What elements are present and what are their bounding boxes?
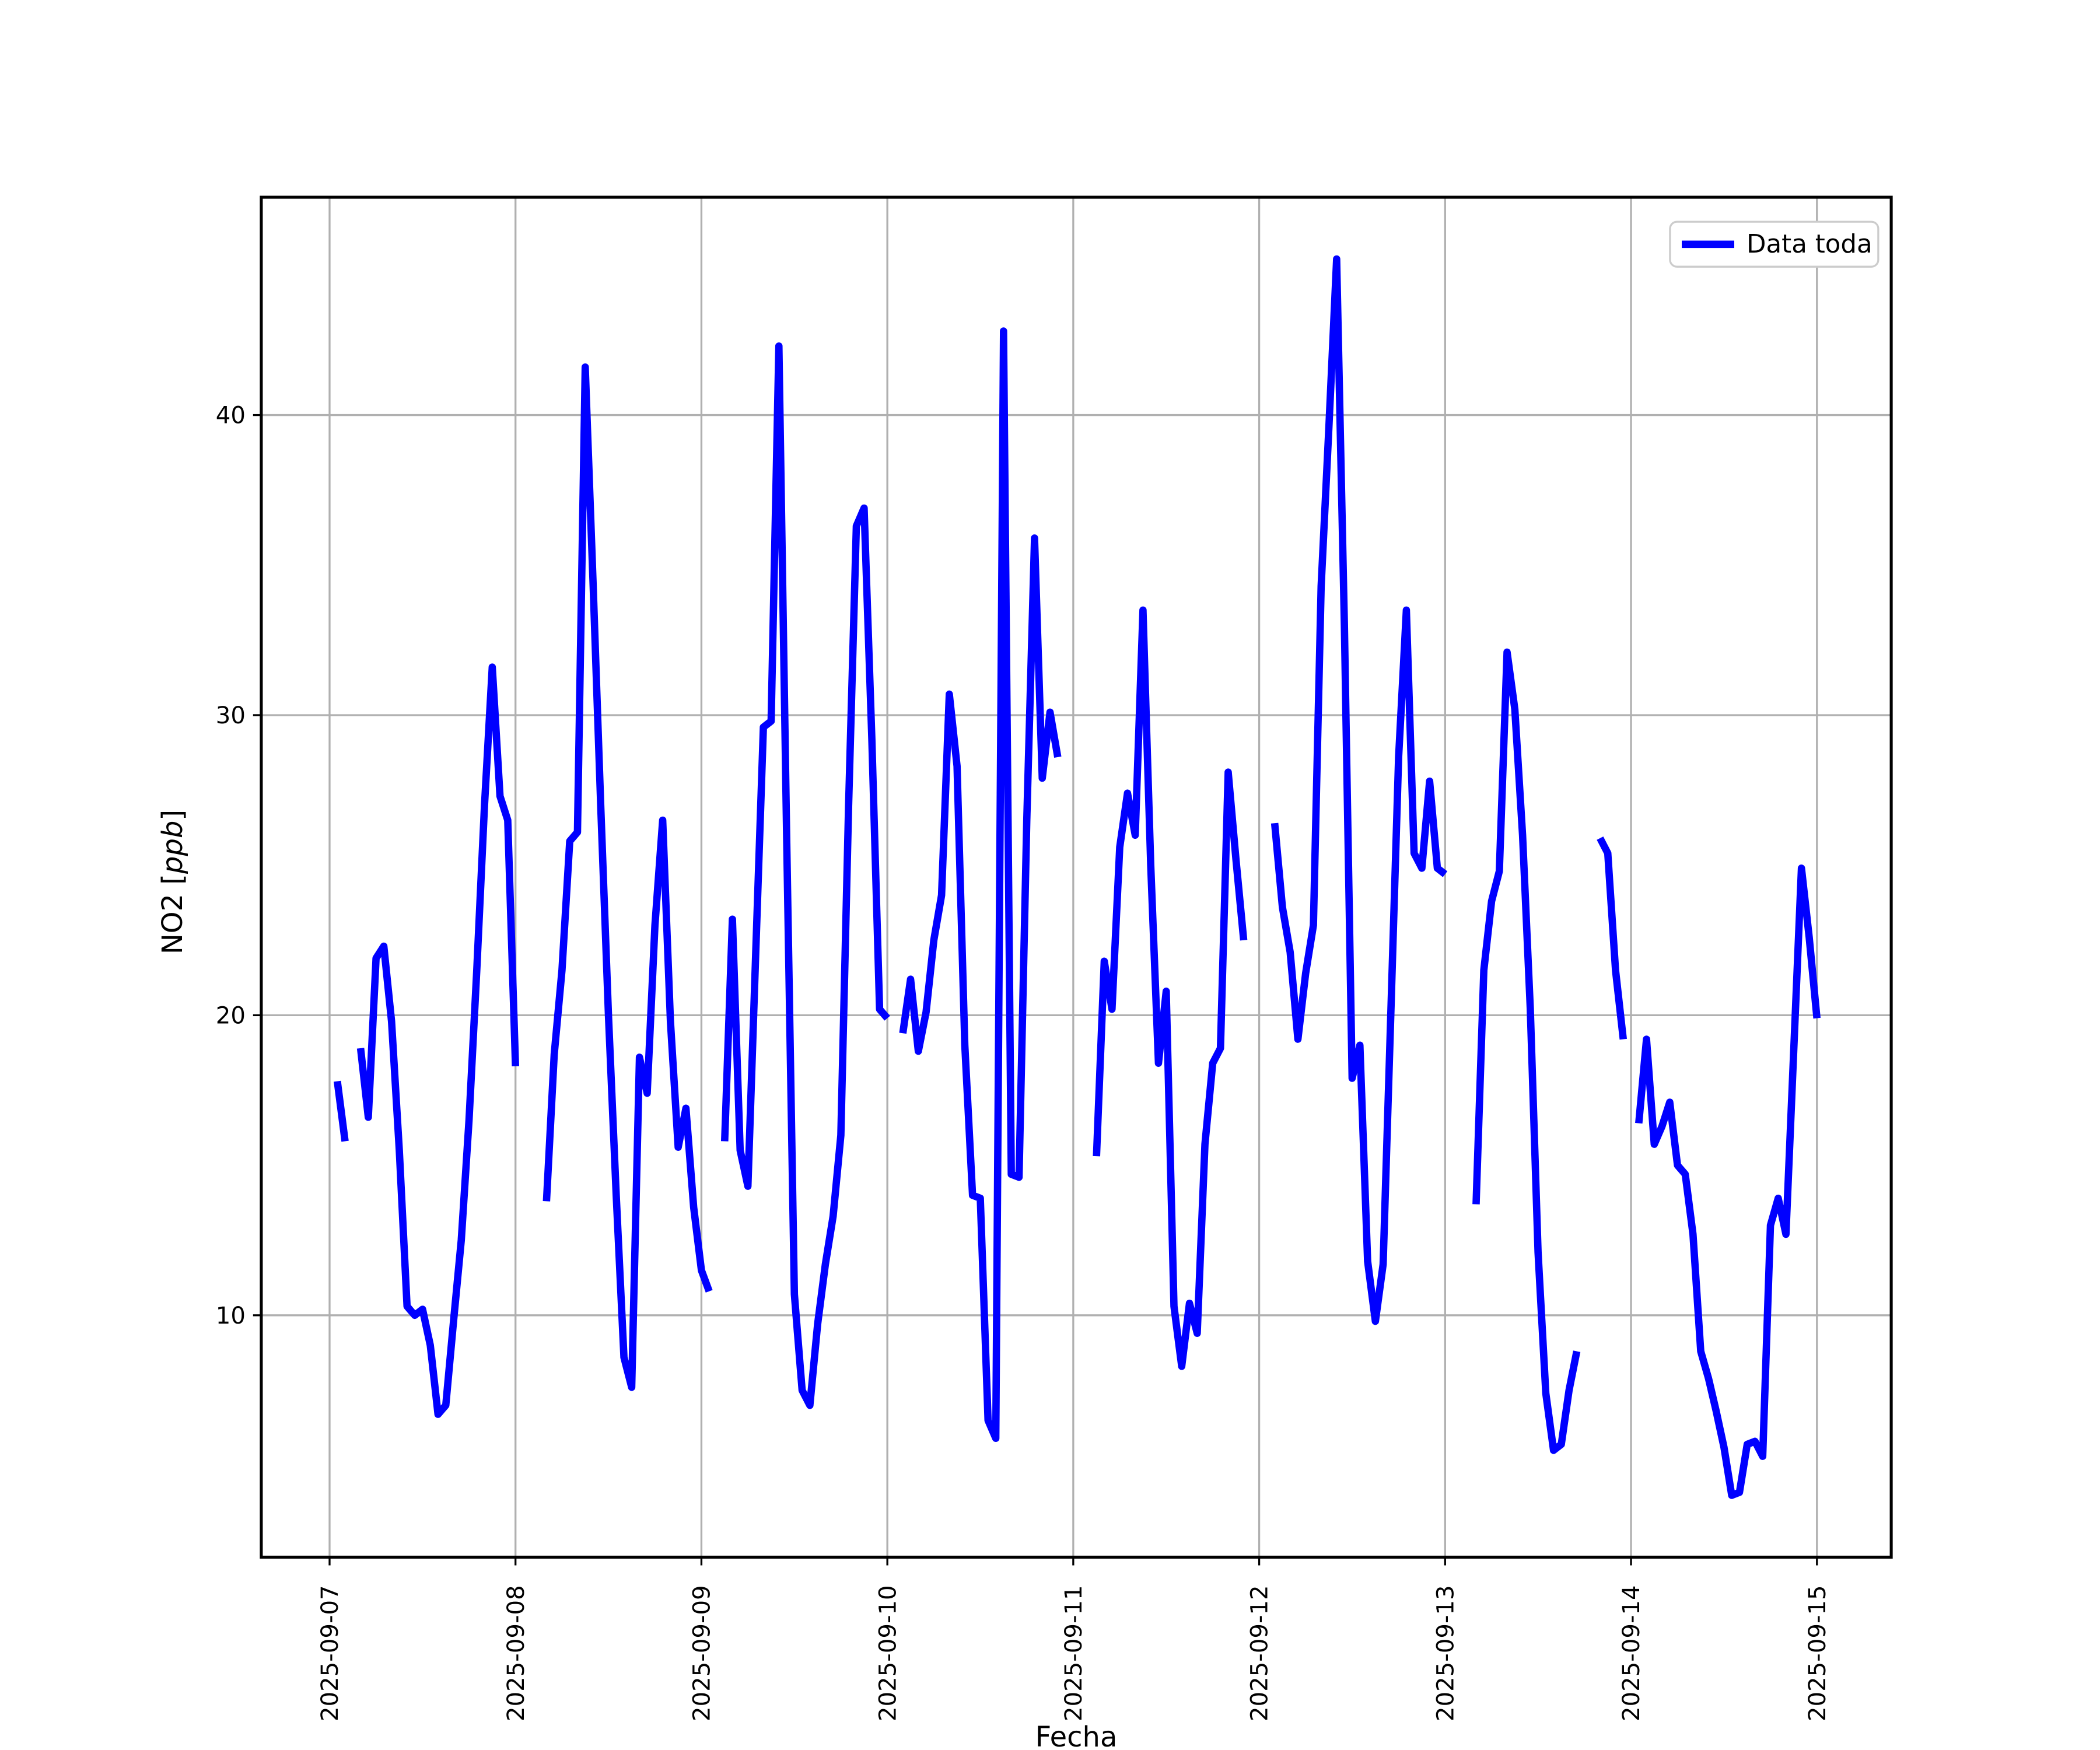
axis-labels: Fecha NO2 [ppb] bbox=[156, 810, 1117, 1750]
no2-data-path bbox=[334, 255, 1821, 1499]
legend-box bbox=[1669, 220, 1880, 268]
y-axis-label: NO2 [ppb] bbox=[156, 810, 189, 954]
x-tick-label: 2025-09-13 bbox=[1432, 1585, 1459, 1721]
y-tick-label: 20 bbox=[216, 1002, 246, 1029]
x-axis-label: Fecha bbox=[1035, 1721, 1118, 1750]
grid-lines bbox=[261, 197, 1892, 1558]
legend-label: Data toda bbox=[1746, 230, 1873, 259]
y-tick-label: 10 bbox=[216, 1303, 246, 1329]
x-tick-label: 2025-09-14 bbox=[1618, 1585, 1645, 1721]
data-series-line bbox=[334, 255, 1821, 1499]
axis-ticks: 10 20 30 40 2025-09-07 2025-09-08 2025-09-09 20… bbox=[216, 402, 1831, 1721]
x-tick-label: 2025-09-09 bbox=[689, 1585, 716, 1721]
x-tick-label: 2025-09-15 bbox=[1804, 1585, 1831, 1721]
legend: Data toda bbox=[1669, 220, 1880, 268]
x-tick-label: 2025-09-11 bbox=[1060, 1585, 1087, 1721]
y-tick-label: 40 bbox=[216, 402, 246, 429]
x-tick-label: 2025-09-10 bbox=[874, 1585, 901, 1721]
y-tick-label: 30 bbox=[216, 702, 246, 729]
x-tick-label: 2025-09-08 bbox=[503, 1585, 530, 1721]
plot-border bbox=[260, 195, 1893, 1559]
x-tick-label: 2025-09-07 bbox=[317, 1585, 344, 1721]
x-tick-label: 2025-09-12 bbox=[1247, 1585, 1273, 1721]
